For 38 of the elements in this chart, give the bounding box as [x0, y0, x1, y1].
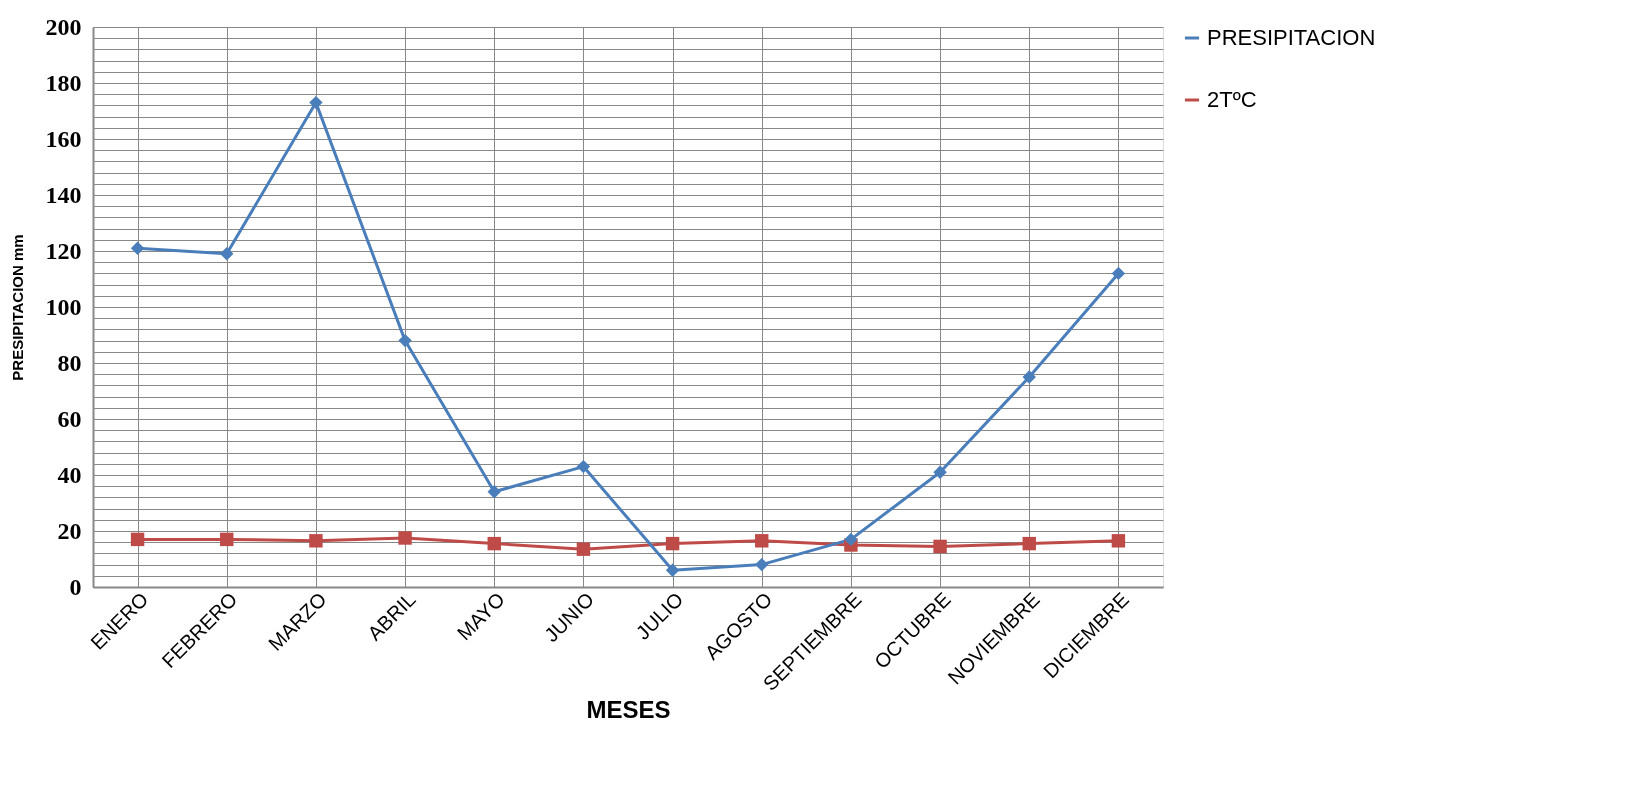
point: [487, 485, 501, 499]
point: [933, 539, 947, 554]
point: [309, 95, 323, 110]
point: [398, 333, 412, 348]
point: [665, 563, 680, 577]
point: [220, 247, 234, 261]
y-tick-label: 180: [45, 69, 82, 96]
legend-label: 2TºC: [1207, 87, 1257, 112]
y-tick-label: 60: [57, 405, 82, 432]
point: [220, 532, 234, 547]
point: [933, 465, 947, 479]
y-tick-label: 0: [69, 573, 82, 600]
x-axis-title: MESES: [586, 695, 671, 723]
point: [487, 536, 501, 551]
point: [755, 534, 769, 548]
point: [1111, 266, 1126, 281]
point: [576, 459, 591, 474]
y-tick-label: 120: [45, 237, 82, 264]
point: [844, 532, 858, 547]
y-tick-label: 40: [57, 461, 82, 488]
point: [1111, 534, 1126, 548]
point: [665, 536, 680, 551]
y-tick-label: 100: [45, 293, 82, 320]
y-tick-label: 80: [57, 349, 82, 376]
point: [130, 532, 145, 547]
y-axis-title: PRESIPITACION mm: [8, 234, 26, 381]
y-tick-label: 200: [45, 13, 82, 40]
point: [398, 531, 412, 545]
point: [309, 534, 323, 548]
legend-label: PRESIPITACION: [1207, 25, 1376, 50]
point: [755, 557, 769, 572]
point: [130, 241, 145, 255]
point: [576, 542, 591, 556]
y-tick-label: 140: [45, 181, 82, 208]
y-tick-label: 20: [57, 517, 82, 544]
y-tick-label: 160: [45, 125, 82, 152]
point: [1022, 536, 1036, 551]
point: [1022, 370, 1036, 384]
